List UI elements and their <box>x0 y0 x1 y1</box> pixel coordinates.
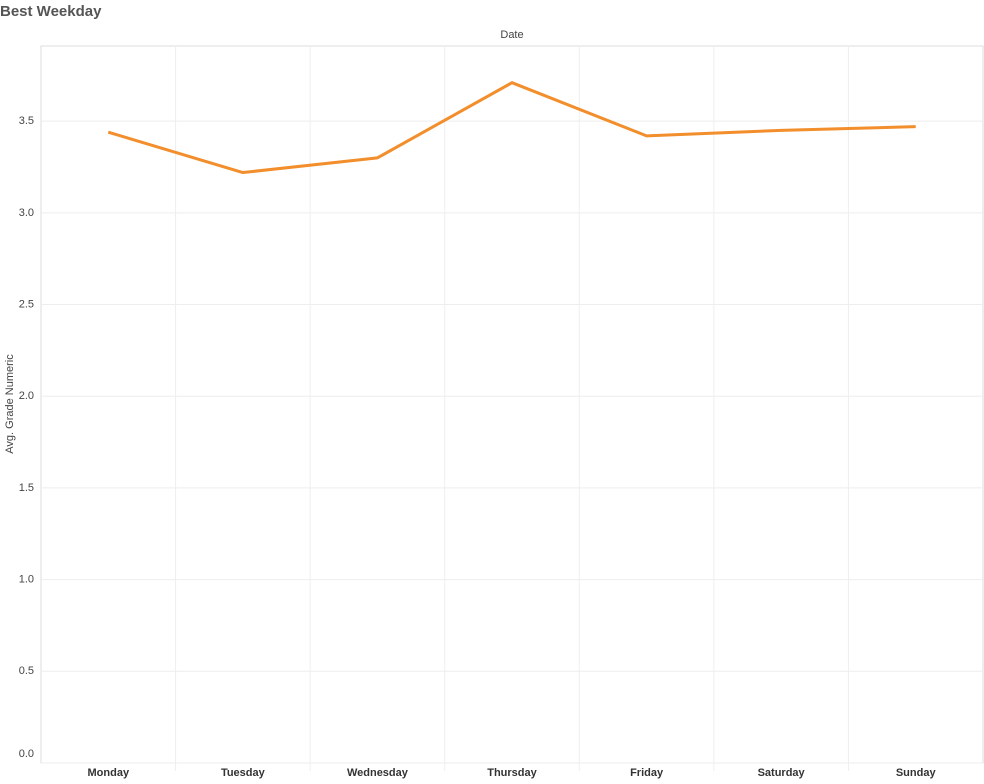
line <box>107 81 916 175</box>
x-tick-label: Tuesday <box>221 767 266 779</box>
y-tick-label: 3.5 <box>19 115 34 127</box>
y-tick-label: 0.5 <box>19 665 34 677</box>
y-tick-label: 2.5 <box>19 298 34 310</box>
x-tick-label: Thursday <box>487 767 537 779</box>
x-tick-label: Wednesday <box>347 767 409 779</box>
x-tick-label: Sunday <box>896 767 937 779</box>
x-tick-label: Monday <box>88 767 130 779</box>
y-tick-label: 3.0 <box>19 207 34 219</box>
x-tick-label: Friday <box>630 767 664 779</box>
chart-title: Best Weekday <box>0 3 102 20</box>
y-axis-title: Avg. Grade Numeric <box>4 354 16 454</box>
x-axis-title: Date <box>500 29 523 41</box>
y-tick-label: 2.0 <box>19 390 34 402</box>
y-tick-label: 1.5 <box>19 482 34 494</box>
x-tick-label: Saturday <box>758 767 806 779</box>
y-tick-label: 0.0 <box>19 748 34 760</box>
y-tick-label: 1.0 <box>19 574 34 586</box>
